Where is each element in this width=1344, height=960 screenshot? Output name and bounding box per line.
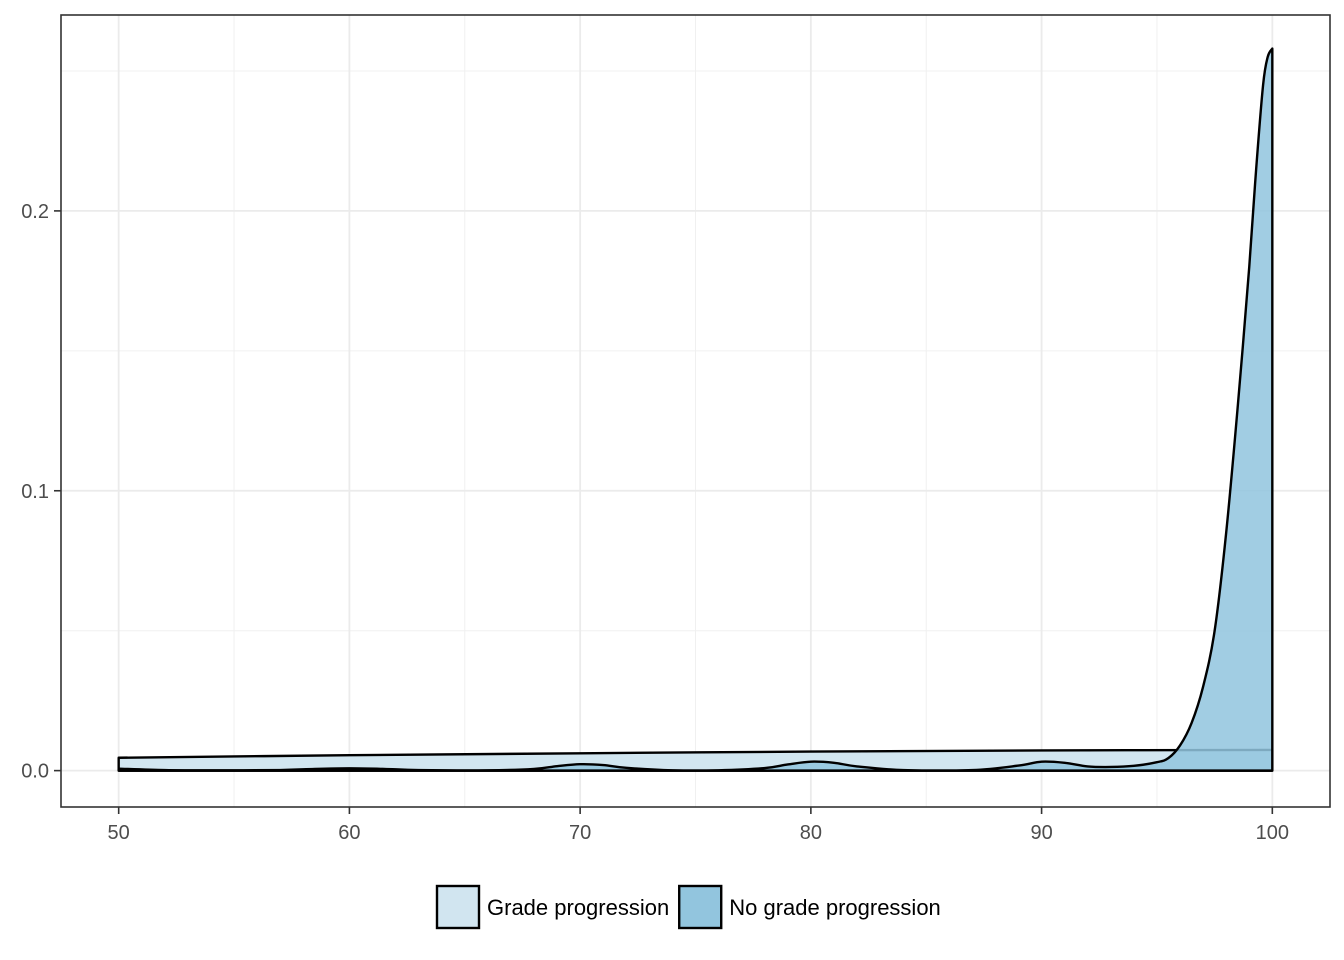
legend: Grade progression No grade progression: [435, 884, 941, 930]
legend-key-grade-progression: [435, 884, 481, 930]
x-tick-label: 50: [108, 822, 130, 844]
legend-key-no-grade-progression: [678, 884, 723, 930]
x-tick-label: 70: [569, 822, 591, 844]
density-areas: [117, 47, 1274, 772]
x-tick-label: 80: [800, 822, 822, 844]
density-area-no-grade-progression: [117, 47, 1274, 772]
panel-border: [60, 14, 1331, 808]
x-tick-label: 60: [338, 822, 360, 844]
y-tick-label: 0.2: [21, 201, 49, 223]
density-area-grade-progression: [117, 748, 1274, 772]
x-axis: 50 60 70 80 90 100: [108, 807, 1289, 844]
legend-label-grade-progression: Grade progression: [487, 895, 669, 920]
x-tick-label: 90: [1030, 822, 1052, 844]
x-tick-label: 100: [1256, 822, 1289, 844]
minor-gridlines: [61, 15, 1330, 807]
legend-label-no-grade-progression: No grade progression: [729, 895, 941, 920]
y-tick-label: 0.0: [21, 761, 49, 783]
y-axis: 0.0 0.1 0.2: [21, 201, 61, 783]
y-tick-label: 0.1: [21, 481, 49, 503]
